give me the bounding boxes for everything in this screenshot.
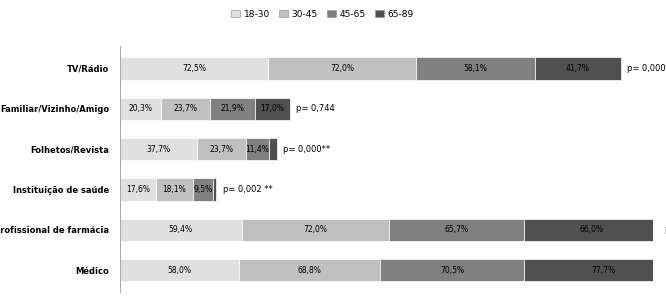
Bar — [269, 138, 277, 160]
Text: 72,0%: 72,0% — [304, 225, 328, 234]
Bar — [156, 178, 193, 201]
Text: 17,6%: 17,6% — [126, 185, 150, 194]
Bar — [268, 57, 416, 79]
Text: 21,9%: 21,9% — [220, 104, 244, 113]
Text: 41,7%: 41,7% — [566, 64, 590, 73]
Bar — [380, 259, 524, 282]
Bar — [120, 219, 242, 241]
Text: 58,1%: 58,1% — [464, 64, 488, 73]
Bar — [120, 57, 268, 79]
Text: 37,7%: 37,7% — [147, 145, 170, 154]
Bar — [389, 219, 523, 241]
Text: 68,8%: 68,8% — [297, 266, 321, 275]
Text: p= 0,744: p= 0,744 — [296, 104, 334, 113]
Text: p= 0,000**: p= 0,000** — [283, 145, 330, 154]
Text: 9,5%: 9,5% — [193, 185, 212, 194]
Text: 66,0%: 66,0% — [579, 225, 603, 234]
Legend: 18-30, 30-45, 45-65, 65-89: 18-30, 30-45, 45-65, 65-89 — [228, 6, 417, 22]
Bar — [246, 138, 269, 160]
Text: 59,4%: 59,4% — [168, 225, 192, 234]
Text: 23,7%: 23,7% — [209, 145, 233, 154]
Bar — [238, 259, 380, 282]
Bar — [535, 57, 621, 79]
Bar — [161, 98, 210, 120]
Text: 20,3%: 20,3% — [129, 104, 153, 113]
Text: 65,7%: 65,7% — [444, 225, 468, 234]
Text: 23,7%: 23,7% — [174, 104, 198, 113]
Text: 17,0%: 17,0% — [260, 104, 284, 113]
Bar — [242, 219, 389, 241]
Bar — [197, 138, 246, 160]
Bar — [120, 138, 197, 160]
Bar — [120, 178, 156, 201]
Text: p= 0,415: p= 0,415 — [665, 225, 666, 234]
Bar — [210, 98, 255, 120]
Text: 18,1%: 18,1% — [163, 185, 186, 194]
Text: 77,7%: 77,7% — [592, 266, 616, 275]
Bar — [120, 259, 238, 282]
Text: 72,5%: 72,5% — [182, 64, 206, 73]
Text: p= 0,000**: p= 0,000** — [627, 64, 666, 73]
Text: 72,0%: 72,0% — [330, 64, 354, 73]
Bar — [212, 178, 216, 201]
Bar — [120, 98, 161, 120]
Bar — [524, 259, 666, 282]
Text: 58,0%: 58,0% — [167, 266, 191, 275]
Text: 11,4%: 11,4% — [246, 145, 269, 154]
Bar — [523, 219, 659, 241]
Text: 70,5%: 70,5% — [440, 266, 464, 275]
Bar — [255, 98, 290, 120]
Bar — [416, 57, 535, 79]
Text: p= 0,002 **: p= 0,002 ** — [222, 185, 272, 194]
Bar — [193, 178, 212, 201]
